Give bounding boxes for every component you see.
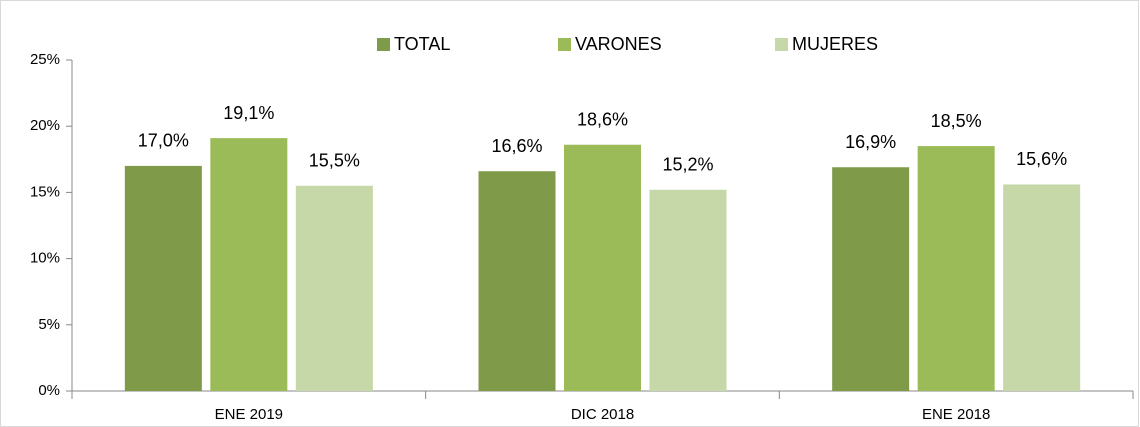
- bar: [649, 189, 727, 391]
- y-tick-label: 15%: [30, 183, 60, 200]
- y-tick-label: 5%: [38, 316, 60, 333]
- value-label: 17,0%: [138, 131, 189, 151]
- legend-swatch: [775, 38, 788, 51]
- x-tick-label: ENE 2019: [215, 406, 283, 423]
- legend-label: TOTAL: [394, 34, 450, 54]
- value-label: 16,6%: [491, 136, 542, 156]
- value-label: 18,6%: [577, 109, 628, 129]
- legend-label: MUJERES: [792, 34, 878, 54]
- legend-swatch: [377, 38, 390, 51]
- value-label: 15,2%: [662, 155, 713, 175]
- bar: [917, 146, 995, 391]
- y-tick-label: 20%: [30, 117, 60, 134]
- bar: [832, 167, 910, 391]
- value-label: 19,1%: [223, 103, 274, 123]
- bar: [1003, 184, 1081, 391]
- bar: [478, 171, 556, 391]
- y-tick-label: 10%: [30, 250, 60, 267]
- y-tick-label: 0%: [38, 382, 60, 399]
- value-label: 16,9%: [845, 132, 896, 152]
- bar: [124, 165, 202, 391]
- bar: [564, 144, 641, 391]
- y-tick-label: 25%: [30, 51, 60, 68]
- bar: [295, 185, 373, 391]
- legend-label: VARONES: [575, 34, 662, 54]
- value-label: 18,5%: [931, 111, 982, 131]
- value-label: 15,5%: [309, 151, 360, 171]
- x-tick-label: ENE 2018: [922, 406, 990, 423]
- legend-swatch: [558, 38, 571, 51]
- bar: [210, 138, 288, 391]
- value-label: 15,6%: [1016, 149, 1067, 169]
- x-tick-label: DIC 2018: [571, 406, 634, 423]
